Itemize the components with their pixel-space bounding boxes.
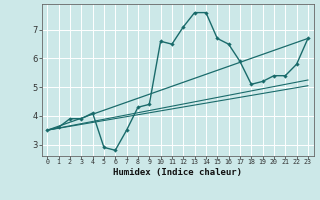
- X-axis label: Humidex (Indice chaleur): Humidex (Indice chaleur): [113, 168, 242, 177]
